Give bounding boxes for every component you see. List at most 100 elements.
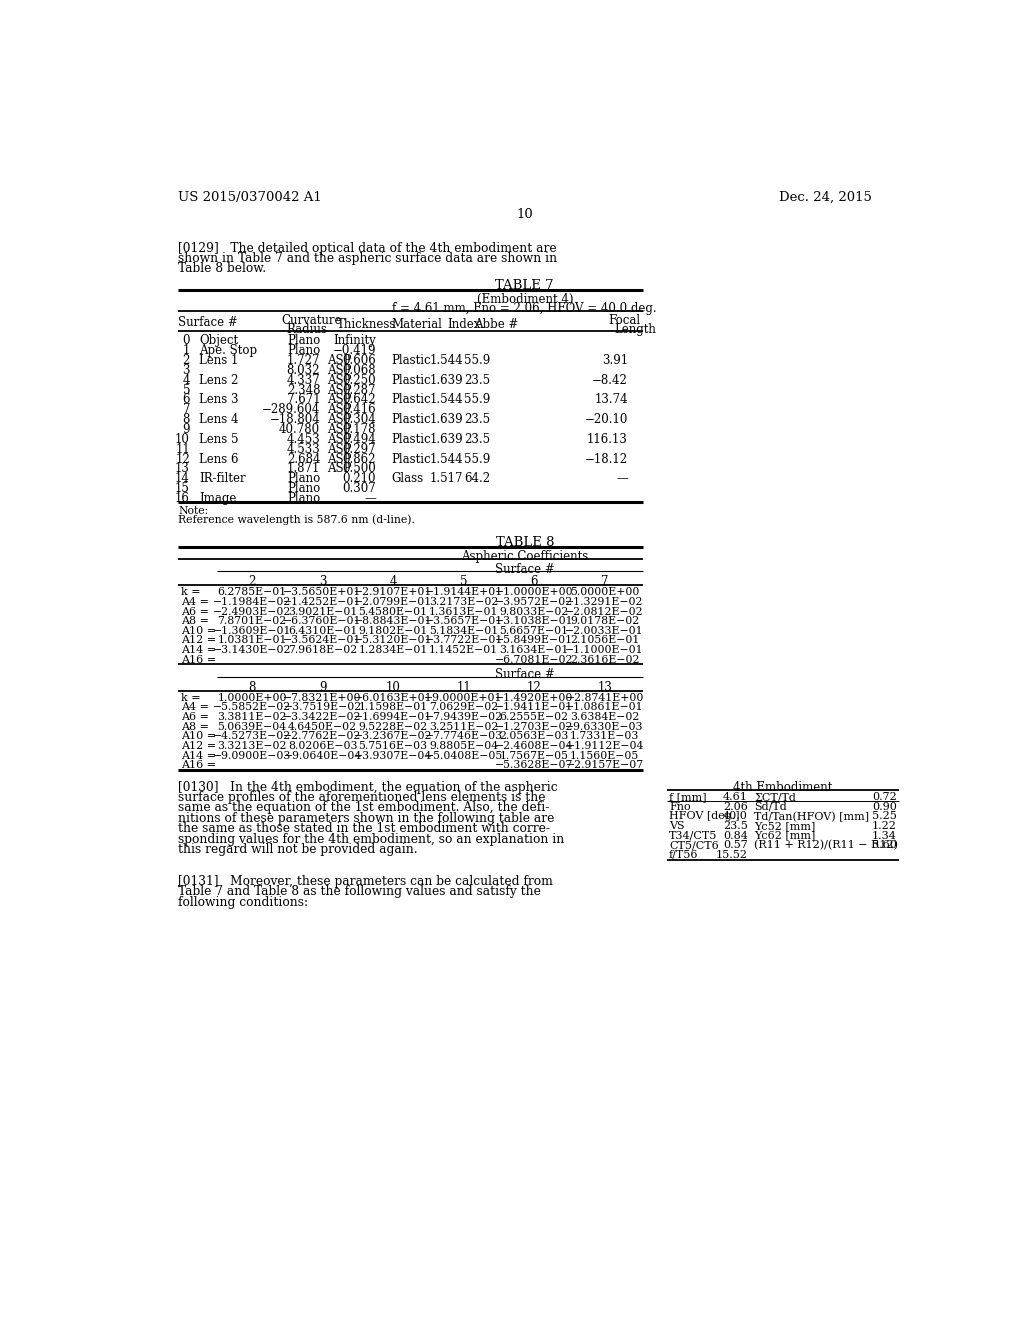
Text: −1.9112E−04: −1.9112E−04 — [565, 741, 644, 751]
Text: 3: 3 — [318, 576, 327, 587]
Text: Lens 2: Lens 2 — [200, 374, 239, 387]
Text: −3.9572E−02: −3.9572E−02 — [495, 597, 573, 607]
Text: ASP: ASP — [328, 433, 351, 446]
Text: −3.7722E−01: −3.7722E−01 — [424, 635, 503, 645]
Text: 6.2555E−02: 6.2555E−02 — [500, 711, 568, 722]
Text: 23.5: 23.5 — [464, 413, 489, 426]
Text: Index: Index — [447, 318, 480, 331]
Text: −8.42: −8.42 — [592, 374, 628, 387]
Text: ASP: ASP — [328, 413, 351, 426]
Text: −3.1430E−02: −3.1430E−02 — [213, 645, 291, 655]
Text: 1.7567E−05: 1.7567E−05 — [500, 751, 568, 760]
Text: −1.9411E−01: −1.9411E−01 — [495, 702, 573, 713]
Text: 0.250: 0.250 — [342, 374, 376, 387]
Text: —: — — [616, 473, 628, 486]
Text: 5.4580E−01: 5.4580E−01 — [358, 607, 428, 616]
Text: 12: 12 — [526, 681, 542, 693]
Text: 5: 5 — [182, 384, 190, 396]
Text: f = 4.61 mm, Fno = 2.06, HFOV = 40.0 deg.: f = 4.61 mm, Fno = 2.06, HFOV = 40.0 deg… — [392, 302, 657, 315]
Text: 1: 1 — [182, 345, 190, 358]
Text: Material: Material — [391, 318, 442, 331]
Text: −2.0033E−01: −2.0033E−01 — [565, 626, 644, 636]
Text: 0.90: 0.90 — [871, 801, 897, 812]
Text: Glass: Glass — [391, 473, 424, 486]
Text: TABLE 7: TABLE 7 — [496, 279, 554, 292]
Text: −5.8499E−01: −5.8499E−01 — [495, 635, 573, 645]
Text: 5.60: 5.60 — [871, 841, 897, 850]
Text: −7.9439E−02: −7.9439E−02 — [425, 711, 503, 722]
Text: −8.8843E−01: −8.8843E−01 — [354, 616, 432, 626]
Text: −2.7762E−02: −2.7762E−02 — [284, 731, 361, 742]
Text: 3.1634E−01: 3.1634E−01 — [500, 645, 568, 655]
Text: −7.7746E−03: −7.7746E−03 — [425, 731, 503, 742]
Text: 7: 7 — [601, 576, 608, 587]
Text: surface profiles of the aforementioned lens elements is the: surface profiles of the aforementioned l… — [178, 791, 546, 804]
Text: A14 =: A14 = — [180, 645, 216, 655]
Text: 4th Embodiment: 4th Embodiment — [733, 780, 833, 793]
Text: 7.0629E−02: 7.0629E−02 — [429, 702, 499, 713]
Text: 2.684: 2.684 — [287, 453, 321, 466]
Text: 11: 11 — [175, 442, 190, 455]
Text: 0.862: 0.862 — [342, 453, 376, 466]
Text: —: — — [365, 492, 376, 506]
Text: 1.1598E−01: 1.1598E−01 — [358, 702, 428, 713]
Text: 13: 13 — [175, 462, 190, 475]
Text: 2: 2 — [182, 354, 190, 367]
Text: Aspheric Coefficients: Aspheric Coefficients — [461, 549, 589, 562]
Text: Focal: Focal — [608, 314, 641, 327]
Text: T34/CT5: T34/CT5 — [669, 830, 718, 841]
Text: −3.5650E+01: −3.5650E+01 — [284, 587, 361, 598]
Text: Plano: Plano — [287, 482, 321, 495]
Text: 3.6384E−02: 3.6384E−02 — [570, 711, 639, 722]
Text: 8.032: 8.032 — [287, 364, 321, 378]
Text: 8: 8 — [182, 413, 190, 426]
Text: −1.6994E−01: −1.6994E−01 — [354, 711, 432, 722]
Text: 3.3811E−02: 3.3811E−02 — [217, 711, 287, 722]
Text: −1.2703E−02: −1.2703E−02 — [495, 722, 573, 731]
Text: −2.0799E−01: −2.0799E−01 — [354, 597, 432, 607]
Text: ASP: ASP — [328, 462, 351, 475]
Text: 15.52: 15.52 — [716, 850, 748, 859]
Text: ASP: ASP — [328, 384, 351, 396]
Text: 11: 11 — [457, 681, 471, 693]
Text: A12 =: A12 = — [180, 741, 216, 751]
Text: Abbe #: Abbe # — [474, 318, 519, 331]
Text: 12: 12 — [175, 453, 190, 466]
Text: 3.2511E−02: 3.2511E−02 — [429, 722, 499, 731]
Text: 1.727: 1.727 — [287, 354, 321, 367]
Text: 1.544: 1.544 — [429, 393, 463, 407]
Text: −2.4608E−04: −2.4608E−04 — [495, 741, 573, 751]
Text: −3.5657E−01: −3.5657E−01 — [425, 616, 503, 626]
Text: A16 =: A16 = — [180, 760, 216, 771]
Text: 4.6450E−02: 4.6450E−02 — [288, 722, 357, 731]
Text: Lens 1: Lens 1 — [200, 354, 239, 367]
Text: Lens 4: Lens 4 — [200, 413, 239, 426]
Text: 16: 16 — [175, 492, 190, 506]
Text: 4.533: 4.533 — [287, 442, 321, 455]
Text: VS: VS — [669, 821, 685, 832]
Text: 4: 4 — [182, 374, 190, 387]
Text: Lens 6: Lens 6 — [200, 453, 239, 466]
Text: 7: 7 — [182, 404, 190, 416]
Text: k =: k = — [180, 587, 201, 598]
Text: ASP: ASP — [328, 393, 351, 407]
Text: IR-filter: IR-filter — [200, 473, 246, 486]
Text: Object: Object — [200, 334, 239, 347]
Text: 55.9: 55.9 — [464, 354, 489, 367]
Text: f [mm]: f [mm] — [669, 792, 707, 803]
Text: −2.0812E−02: −2.0812E−02 — [565, 607, 644, 616]
Text: 9.8033E−02: 9.8033E−02 — [500, 607, 568, 616]
Text: 0.494: 0.494 — [342, 433, 376, 446]
Text: 3.2173E−02: 3.2173E−02 — [429, 597, 499, 607]
Text: 6.2785E−01: 6.2785E−01 — [217, 587, 287, 598]
Text: 5.0639E−04: 5.0639E−04 — [217, 722, 287, 731]
Text: 116.13: 116.13 — [587, 433, 628, 446]
Text: 13.74: 13.74 — [594, 393, 628, 407]
Text: Td/Tan(HFOV) [mm]: Td/Tan(HFOV) [mm] — [755, 812, 869, 822]
Text: 2.06: 2.06 — [723, 801, 748, 812]
Text: 0.500: 0.500 — [342, 462, 376, 475]
Text: US 2015/0370042 A1: US 2015/0370042 A1 — [178, 191, 323, 203]
Text: −20.10: −20.10 — [585, 413, 628, 426]
Text: 5.1834E−01: 5.1834E−01 — [429, 626, 499, 636]
Text: 2.1056E−01: 2.1056E−01 — [570, 635, 639, 645]
